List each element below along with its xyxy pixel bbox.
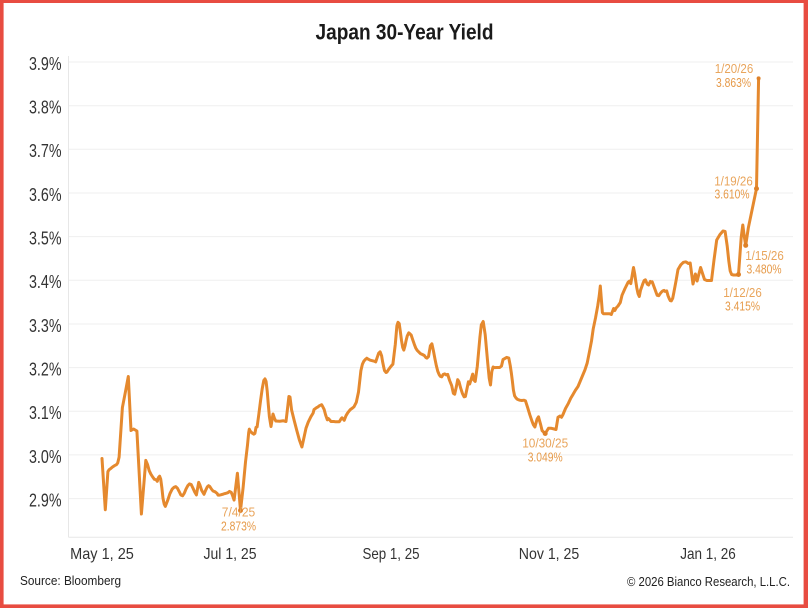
svg-text:3.5%: 3.5%: [29, 228, 62, 249]
svg-text:Nov 1, 25: Nov 1, 25: [519, 546, 580, 563]
svg-text:3.049%: 3.049%: [528, 450, 563, 464]
svg-text:3.863%: 3.863%: [716, 76, 751, 90]
svg-text:3.9%: 3.9%: [29, 53, 62, 74]
svg-text:3.415%: 3.415%: [725, 300, 760, 314]
svg-text:3.1%: 3.1%: [29, 402, 62, 423]
svg-text:2.9%: 2.9%: [29, 490, 62, 511]
svg-text:1/20/26: 1/20/26: [715, 62, 754, 76]
svg-text:3.3%: 3.3%: [29, 315, 62, 336]
svg-text:3.480%: 3.480%: [747, 263, 782, 277]
svg-text:2.873%: 2.873%: [221, 520, 256, 534]
svg-text:Japan 30-Year Yield: Japan 30-Year Yield: [316, 20, 494, 45]
svg-text:3.4%: 3.4%: [29, 271, 62, 292]
svg-text:Jan 1, 26: Jan 1, 26: [680, 546, 736, 563]
svg-text:7/4/25: 7/4/25: [222, 506, 256, 520]
svg-text:3.8%: 3.8%: [29, 97, 62, 118]
svg-text:© 2026 Bianco Research, L.L.C.: © 2026 Bianco Research, L.L.C.: [627, 575, 790, 589]
svg-text:May 1, 25: May 1, 25: [70, 546, 134, 563]
svg-text:Jul 1, 25: Jul 1, 25: [204, 546, 257, 563]
svg-text:3.2%: 3.2%: [29, 359, 62, 380]
svg-text:1/12/26: 1/12/26: [723, 286, 762, 300]
svg-text:3.0%: 3.0%: [29, 446, 62, 467]
svg-text:3.7%: 3.7%: [29, 140, 62, 161]
svg-text:3.6%: 3.6%: [29, 184, 62, 205]
svg-text:1/19/26: 1/19/26: [714, 174, 753, 188]
svg-text:Source: Bloomberg: Source: Bloomberg: [20, 573, 121, 588]
svg-text:10/30/25: 10/30/25: [522, 436, 568, 450]
svg-text:1/15/26: 1/15/26: [745, 249, 784, 263]
svg-text:3.610%: 3.610%: [715, 187, 750, 201]
svg-text:Sep 1, 25: Sep 1, 25: [363, 546, 420, 563]
